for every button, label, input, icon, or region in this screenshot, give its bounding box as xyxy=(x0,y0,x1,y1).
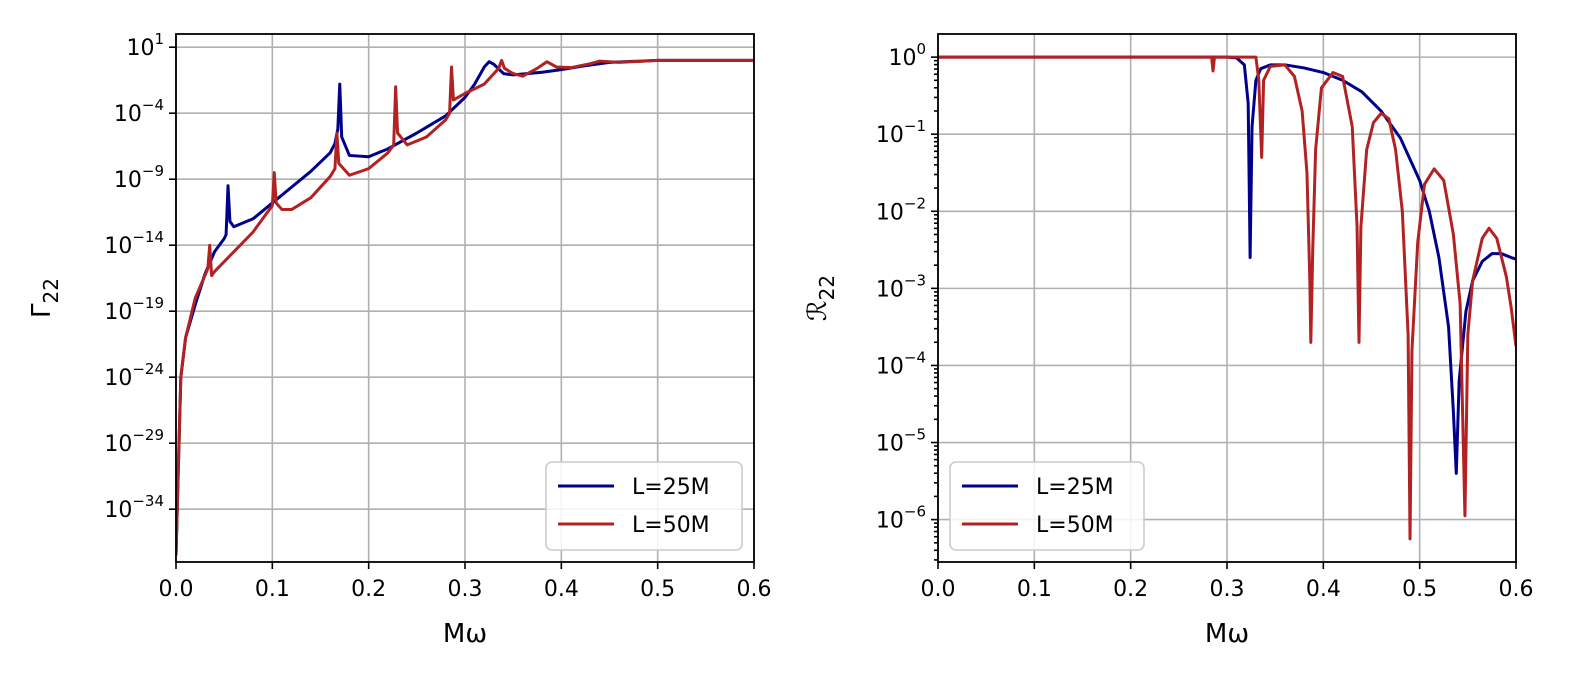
x-tick-label: 0.6 xyxy=(1499,577,1534,602)
y-tick-exponent: −34 xyxy=(132,492,164,510)
y-axis-label-subscript: 22 xyxy=(815,275,839,300)
x-tick-label: 0.5 xyxy=(1402,577,1437,602)
legend-label: L=25M xyxy=(632,475,710,500)
y-tick-base: 10 xyxy=(104,498,132,523)
y-tick-label: 10−4 xyxy=(876,348,926,379)
y-tick-base: 10 xyxy=(104,366,132,391)
y-tick-label: 10−14 xyxy=(104,228,164,259)
y-tick-base: 10 xyxy=(876,123,904,148)
y-tick-base: 10 xyxy=(876,200,904,225)
y-tick-label: 10−5 xyxy=(876,426,926,457)
y-tick-label: 10−19 xyxy=(104,294,164,325)
y-tick-label: 100 xyxy=(888,40,926,71)
y-axis-label: ℛ22 xyxy=(803,275,839,321)
y-tick-label: 10−34 xyxy=(104,492,164,523)
y-axis-label: Γ22 xyxy=(27,278,63,318)
series-line-l-50m xyxy=(938,55,1516,541)
y-tick-exponent: 0 xyxy=(916,40,926,58)
legend-box xyxy=(545,461,743,551)
y-axis-label-main: Γ xyxy=(27,303,57,318)
x-tick-label: 0.2 xyxy=(351,577,386,602)
y-tick-base: 10 xyxy=(888,46,916,71)
y-tick-exponent: −4 xyxy=(142,96,164,114)
x-tick-label: 0.5 xyxy=(640,577,675,602)
y-tick-label: 10−29 xyxy=(104,426,164,457)
legend: L=25M L=50M xyxy=(949,461,1145,551)
y-tick-base: 10 xyxy=(104,234,132,259)
series-line-l-50m xyxy=(176,58,754,556)
y-tick-base: 10 xyxy=(114,102,142,127)
y-tick-label: 10−2 xyxy=(876,194,926,225)
series-line-l-25m xyxy=(176,58,754,556)
x-tick-label: 0.4 xyxy=(544,577,579,602)
x-axis-label: Mω xyxy=(443,619,487,649)
legend-box xyxy=(949,461,1145,551)
y-tick-base: 10 xyxy=(126,36,154,61)
legend: L=25M L=50M xyxy=(545,461,743,551)
x-axis-label: Mω xyxy=(1205,619,1249,649)
y-tick-base: 10 xyxy=(876,277,904,302)
y-tick-exponent: −9 xyxy=(142,162,164,180)
y-axis-label-main: ℛ xyxy=(803,300,833,321)
y-tick-label: 101 xyxy=(126,30,164,61)
x-tick-label: 0.2 xyxy=(1113,577,1148,602)
y-tick-base: 10 xyxy=(876,354,904,379)
y-tick-label: 10−4 xyxy=(114,96,164,127)
gamma22-chart: 0.0 0.1 0.2 0.3 0.4 0.5 0.610110−410−910−1410−… xyxy=(27,30,772,649)
x-tick-label: 0.3 xyxy=(448,577,483,602)
y-tick-exponent: −29 xyxy=(132,426,164,444)
x-tick-label: 0.0 xyxy=(159,577,194,602)
legend-label: L=50M xyxy=(632,513,710,538)
y-tick-label: 10−3 xyxy=(876,271,926,302)
y-tick-label: 10−9 xyxy=(114,162,164,193)
y-tick-base: 10 xyxy=(104,300,132,325)
x-tick-label: 0.6 xyxy=(737,577,772,602)
x-tick-label: 0.1 xyxy=(255,577,290,602)
legend-label: L=50M xyxy=(1036,513,1114,538)
y-tick-exponent: −3 xyxy=(904,271,926,289)
x-tick-label: 0.3 xyxy=(1210,577,1245,602)
y-tick-exponent: 1 xyxy=(154,30,164,48)
y-tick-base: 10 xyxy=(876,509,904,534)
y-tick-exponent: −6 xyxy=(904,503,926,521)
plot-frame xyxy=(937,33,1517,563)
y-tick-exponent: −24 xyxy=(132,360,164,378)
y-tick-exponent: −14 xyxy=(132,228,164,246)
y-tick-exponent: −4 xyxy=(904,348,926,366)
y-tick-exponent: −1 xyxy=(904,117,926,135)
x-tick-label: 0.1 xyxy=(1017,577,1052,602)
legend-label: L=25M xyxy=(1036,475,1114,500)
plot-frame xyxy=(175,33,755,563)
y-tick-label: 10−24 xyxy=(104,360,164,391)
y-tick-exponent: −5 xyxy=(904,426,926,444)
y-tick-base: 10 xyxy=(876,432,904,457)
y-tick-base: 10 xyxy=(104,432,132,457)
y-tick-exponent: −19 xyxy=(132,294,164,312)
y-axis-label-subscript: 22 xyxy=(39,278,63,303)
y-tick-exponent: −2 xyxy=(904,194,926,212)
x-tick-label: 0.4 xyxy=(1306,577,1341,602)
y-tick-label: 10−1 xyxy=(876,117,926,148)
x-tick-label: 0.0 xyxy=(921,577,956,602)
reflectivity-r22-chart: 0.0 0.1 0.2 0.3 0.4 0.5 0.610010−110−210−310−4… xyxy=(803,33,1534,649)
y-tick-base: 10 xyxy=(114,168,142,193)
y-tick-label: 10−6 xyxy=(876,503,926,534)
